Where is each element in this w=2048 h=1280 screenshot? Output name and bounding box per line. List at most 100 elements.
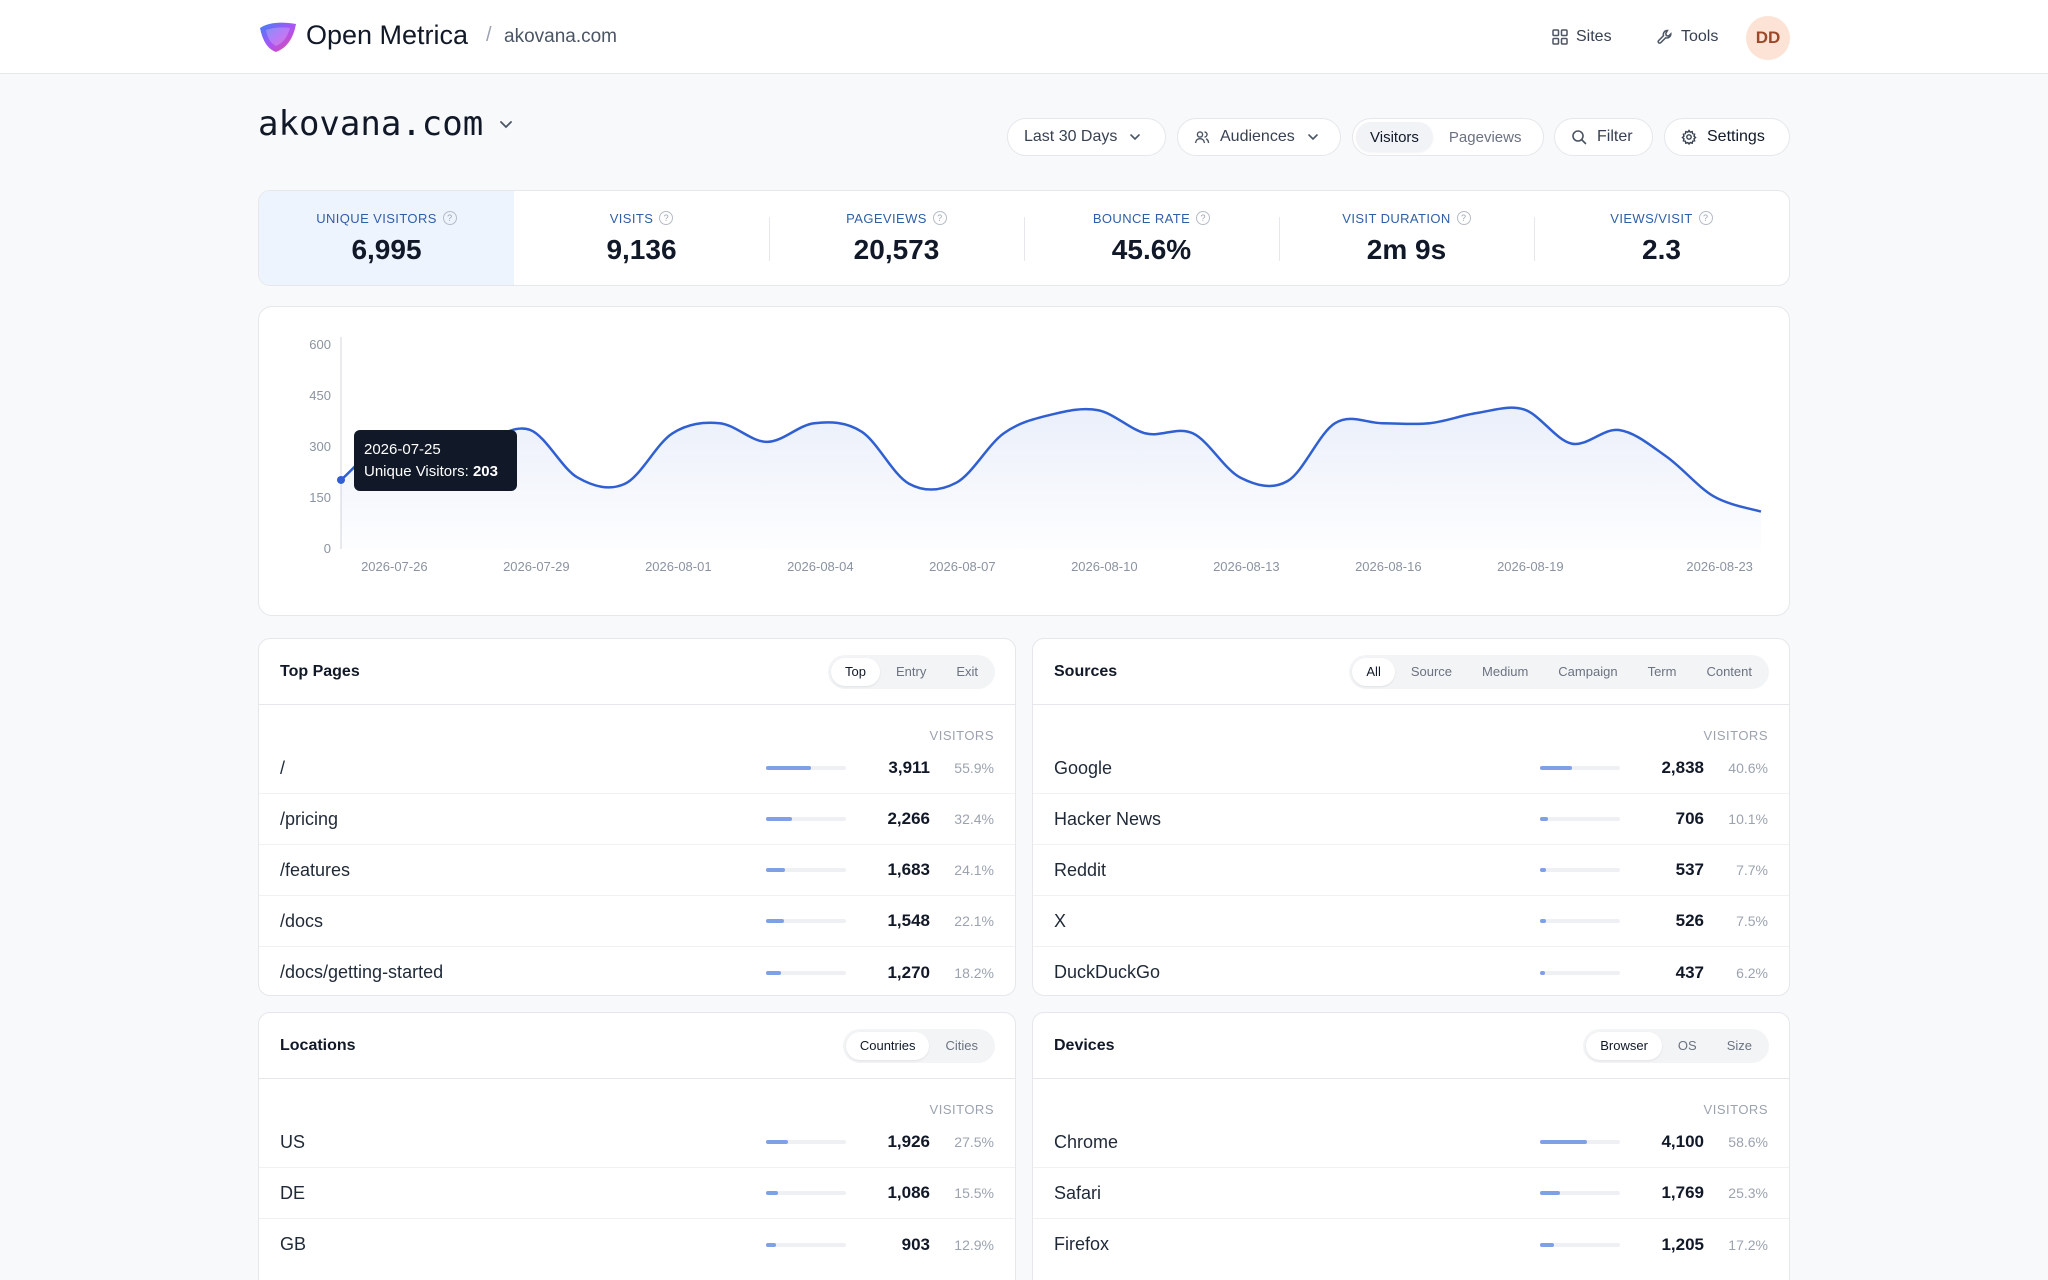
chart-tooltip: 2026-07-25 Unique Visitors: 203 <box>354 430 517 491</box>
table-row[interactable]: Google 2,838 40.6% <box>1033 743 1789 794</box>
help-icon[interactable]: ? <box>1698 211 1713 225</box>
help-icon[interactable]: ? <box>442 211 457 225</box>
row-label: Google <box>1054 757 1113 778</box>
table-rows: US 1,926 27.5% DE 1,086 15.5% GB 903 12.9% <box>259 1117 1015 1270</box>
visitors-chart[interactable]: 0 150 300 450 600 2026-07-26 2026-07-29 2026-08… <box>259 307 1791 617</box>
table-row[interactable]: Hacker News 706 10.1% <box>1033 794 1789 845</box>
users-icon <box>1194 131 1210 144</box>
table-row[interactable]: /pricing 2,266 32.4% <box>259 794 1015 845</box>
tab-exit[interactable]: Exit <box>956 664 978 679</box>
y-tick-label: 0 <box>324 541 331 556</box>
visitors-toggle[interactable]: Visitors <box>1356 122 1433 152</box>
settings-button[interactable]: Settings <box>1664 118 1790 156</box>
panel-title: Devices <box>1054 1036 1115 1054</box>
top-bar: Open Metrica / akovana.com Sites Tools D… <box>0 0 2048 74</box>
user-avatar[interactable]: DD <box>1746 16 1790 60</box>
nav-sites-button[interactable]: Sites <box>1551 24 1612 50</box>
stat-label: VIEWS/VISIT <box>1610 210 1693 226</box>
table-row[interactable]: DuckDuckGo 437 6.2% <box>1033 947 1789 995</box>
table-row[interactable]: Reddit 537 7.7% <box>1033 845 1789 896</box>
help-icon[interactable]: ? <box>659 211 674 225</box>
table-row[interactable]: /docs/getting-started 1,270 18.2% <box>259 947 1015 995</box>
column-header: VISITORS <box>929 1102 994 1117</box>
row-percent: 10.1% <box>1728 811 1768 827</box>
table-row[interactable]: /docs 1,548 22.1% <box>259 896 1015 947</box>
row-label: X <box>1054 910 1067 931</box>
help-icon[interactable]: ? <box>1456 211 1471 225</box>
tab-entry[interactable]: Entry <box>895 664 927 679</box>
nav-tools-button[interactable]: Tools <box>1656 24 1718 50</box>
stat-bounce-rate[interactable]: BOUNCE RATE? 45.6% <box>1024 191 1279 285</box>
row-percent: 58.6% <box>1728 1134 1768 1150</box>
share-bar-fill <box>766 868 786 872</box>
table-row[interactable]: X 526 7.5% <box>1033 896 1789 947</box>
row-percent: 15.5% <box>954 1185 994 1201</box>
date-range-dropdown[interactable]: Last 30 Days <box>1007 118 1166 156</box>
grid-icon <box>1552 29 1568 45</box>
row-percent: 12.9% <box>954 1236 994 1253</box>
share-bar <box>766 817 846 821</box>
row-value: 537 <box>1675 860 1704 879</box>
table-row[interactable]: Safari 1,769 25.3% <box>1033 1168 1789 1219</box>
tab-cities[interactable]: Cities <box>945 1038 978 1053</box>
share-bar <box>1540 1140 1620 1144</box>
tab-browser[interactable]: Browser <box>1586 1031 1662 1060</box>
pageviews-toggle[interactable]: Pageviews <box>1448 128 1522 146</box>
site-title: akovana.com <box>258 104 484 144</box>
table-row[interactable]: GB 903 12.9% <box>259 1219 1015 1270</box>
row-percent: 6.2% <box>1736 964 1768 981</box>
y-tick-label: 450 <box>309 388 331 403</box>
x-tick-label: 2026-07-29 <box>503 559 570 574</box>
app-name[interactable]: Open Metrica <box>306 20 469 50</box>
tab-source[interactable]: Source <box>1410 664 1453 679</box>
date-range-label: Last 30 Days <box>1024 128 1118 145</box>
tab-countries[interactable]: Countries <box>845 1031 930 1060</box>
share-bar-fill <box>1540 970 1545 975</box>
column-header: VISITORS <box>929 728 994 743</box>
share-bar-fill <box>1540 817 1549 821</box>
open-metrica-logo-icon[interactable] <box>258 20 298 54</box>
nav-sites-label: Sites <box>1576 28 1612 45</box>
tab-term[interactable]: Term <box>1647 664 1677 679</box>
stat-visit-duration[interactable]: VISIT DURATION? 2m 9s <box>1279 191 1534 285</box>
row-label: Safari <box>1054 1182 1102 1203</box>
stats-bar: UNIQUE VISITORS? 6,995 VISITS? 9,136 PAG… <box>258 190 1790 286</box>
stat-unique-visitors[interactable]: UNIQUE VISITORS? 6,995 <box>259 191 514 285</box>
tab-all[interactable]: All <box>1352 657 1395 686</box>
share-bar-fill <box>766 766 811 770</box>
panel-title: Top Pages <box>280 662 360 680</box>
table-row[interactable]: Firefox 1,205 17.2% <box>1033 1219 1789 1270</box>
stat-label: UNIQUE VISITORS <box>316 210 437 226</box>
table-row[interactable]: US 1,926 27.5% <box>259 1117 1015 1168</box>
share-bar <box>1540 1242 1620 1247</box>
row-label: / <box>280 757 286 778</box>
share-bar-fill <box>1540 868 1547 872</box>
row-label: US <box>280 1131 306 1152</box>
row-label: /docs <box>280 910 324 931</box>
tab-top[interactable]: Top <box>831 657 880 686</box>
breadcrumb-site[interactable]: akovana.com <box>504 26 618 47</box>
row-label: /features <box>280 859 351 880</box>
row-percent: 40.6% <box>1728 760 1768 776</box>
help-icon[interactable]: ? <box>1196 211 1211 225</box>
filter-button[interactable]: Filter <box>1554 118 1653 156</box>
table-row[interactable]: / 3,911 55.9% <box>259 743 1015 794</box>
row-percent: 32.4% <box>954 811 994 827</box>
site-selector[interactable]: akovana.com <box>258 104 515 144</box>
stat-views-per-visit[interactable]: VIEWS/VISIT? 2.3 <box>1534 191 1789 285</box>
stat-visits[interactable]: VISITS? 9,136 <box>514 191 769 285</box>
help-icon[interactable]: ? <box>932 211 947 225</box>
tab-size[interactable]: Size <box>1726 1038 1752 1053</box>
table-row[interactable]: Chrome 4,100 58.6% <box>1033 1117 1789 1168</box>
table-rows: Google 2,838 40.6% Hacker News 706 10.1% Reddi… <box>1033 743 1789 995</box>
tab-campaign[interactable]: Campaign <box>1558 664 1618 679</box>
share-bar <box>766 868 846 872</box>
tab-medium[interactable]: Medium <box>1482 664 1529 679</box>
audiences-dropdown[interactable]: Audiences <box>1177 118 1341 156</box>
stat-pageviews[interactable]: PAGEVIEWS? 20,573 <box>769 191 1024 285</box>
settings-label: Settings <box>1707 128 1765 145</box>
tab-os[interactable]: OS <box>1677 1038 1697 1053</box>
tab-content[interactable]: Content <box>1706 664 1752 679</box>
table-row[interactable]: DE 1,086 15.5% <box>259 1168 1015 1219</box>
table-row[interactable]: /features 1,683 24.1% <box>259 845 1015 896</box>
